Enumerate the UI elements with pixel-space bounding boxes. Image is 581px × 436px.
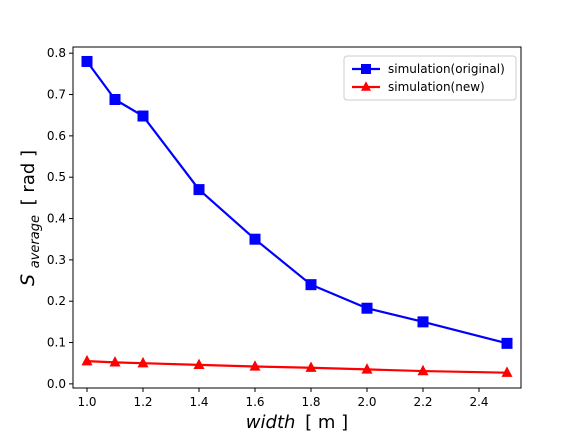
legend-box	[343, 55, 517, 101]
data-point	[109, 93, 121, 105]
data-point	[81, 55, 93, 67]
y-axis-title: S average [ rad ]	[17, 150, 44, 286]
data-point	[109, 356, 121, 367]
y-tick-label: 0.4	[47, 212, 66, 226]
x-tick-label: 1.6	[245, 395, 264, 409]
y-tick-label: 0.1	[47, 336, 66, 350]
legend-item: simulation(original)	[352, 62, 505, 76]
x-tick-label: 2.2	[413, 395, 432, 409]
series-1	[81, 354, 513, 377]
x-tick-label: 1.0	[77, 395, 96, 409]
x-axis-title-unit: [ m ]	[305, 412, 348, 433]
y-tick-label: 0.8	[47, 46, 66, 60]
data-point	[305, 279, 317, 291]
legend-label: simulation(new)	[388, 80, 485, 94]
plot-frame	[72, 46, 522, 389]
data-point	[417, 364, 429, 376]
plot-area-border	[72, 46, 522, 389]
series-line	[86, 60, 508, 345]
data-point	[193, 358, 205, 370]
x-axis-title-variable: width	[246, 412, 296, 433]
data-point	[137, 356, 149, 368]
y-axis-title-symbol: S	[17, 274, 39, 286]
series-layer	[81, 55, 513, 377]
y-tick-label: 0.7	[47, 88, 66, 102]
y-tick-label: 0.2	[47, 294, 66, 308]
x-tick-label: 2.4	[469, 395, 488, 409]
x-axis: 1.0 1.2 1.4 1.6 1.8 2.0 2.2 2.4	[77, 388, 489, 409]
data-point	[81, 354, 93, 366]
data-point	[417, 316, 429, 328]
data-point	[361, 363, 373, 374]
y-tick-label: 0.3	[47, 253, 66, 267]
data-point	[501, 366, 513, 377]
x-tick-label: 1.8	[301, 395, 320, 409]
data-point	[249, 233, 261, 245]
series-0	[81, 55, 513, 349]
y-tick-label: 0.6	[47, 129, 66, 143]
data-point	[305, 361, 317, 372]
y-axis: 0.0 0.1 0.2 0.3 0.4 0.5 0.6 0.7 0.8	[47, 46, 73, 391]
data-point	[137, 110, 149, 122]
legend-label: simulation(original)	[388, 62, 505, 76]
y-axis-title-unit: [ rad ]	[18, 150, 39, 205]
legend-swatch-marker	[361, 81, 371, 91]
y-tick-label: 0.0	[47, 377, 66, 391]
data-point	[249, 360, 261, 371]
series-line	[86, 360, 508, 374]
x-tick-label: 2.0	[357, 395, 376, 409]
legend-swatch-marker	[361, 64, 371, 74]
legend-item: simulation(new)	[352, 80, 485, 94]
y-axis-title-subscript: average	[28, 215, 43, 268]
x-tick-label: 1.2	[133, 395, 152, 409]
y-tick-label: 0.5	[47, 170, 66, 184]
data-point	[361, 302, 373, 314]
data-point	[501, 337, 513, 349]
x-tick-label: 1.4	[189, 395, 208, 409]
data-point	[193, 184, 205, 196]
x-axis-title: width [ m ]	[246, 412, 348, 433]
legend: simulation(original) simulation(new)	[343, 55, 517, 101]
